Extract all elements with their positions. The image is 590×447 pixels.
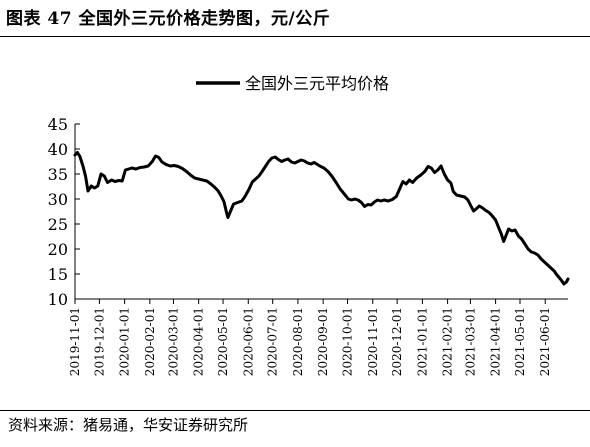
y-tick-label: 15 <box>48 265 68 284</box>
x-ticks: 2019-11-01 2019-12-01 2020-01-01 2020-02-01… <box>68 299 552 376</box>
legend: 全国外三元平均价格 <box>196 74 389 93</box>
x-tick-label: 2020-07-01 <box>266 307 280 376</box>
x-tick-label: 2021-01-01 <box>415 307 429 376</box>
y-ticks: 10 15 20 25 30 35 40 45 <box>48 115 80 309</box>
x-tick-label: 2020-05-01 <box>216 307 230 376</box>
y-tick-label: 45 <box>48 115 68 134</box>
source-note: 资料来源：猪易通，华安证券研究所 <box>8 416 249 434</box>
legend-label: 全国外三元平均价格 <box>245 74 389 93</box>
x-tick-label: 2021-04-01 <box>489 307 503 376</box>
x-tick-label: 2020-12-01 <box>390 307 404 376</box>
x-tick-label: 2019-12-01 <box>92 307 106 376</box>
x-tick-label: 2019-11-01 <box>68 307 82 376</box>
y-tick-label: 25 <box>48 215 68 234</box>
y-tick-label: 40 <box>48 140 68 159</box>
x-tick-label: 2021-02-01 <box>441 307 455 376</box>
series-line-national-price <box>73 151 570 286</box>
y-tick-label: 35 <box>48 165 68 184</box>
x-tick-label: 2021-06-01 <box>538 307 552 376</box>
x-tick-label: 2020-08-01 <box>291 307 305 376</box>
x-tick-label: 2020-10-01 <box>341 307 355 376</box>
x-tick-label: 2020-09-01 <box>316 307 330 376</box>
x-tick-label: 2020-06-01 <box>241 307 255 376</box>
title-divider <box>0 36 590 37</box>
source-divider <box>0 410 590 411</box>
x-tick-label: 2020-04-01 <box>192 307 206 376</box>
x-tick-label: 2020-11-01 <box>366 307 380 376</box>
x-tick-label: 2020-01-01 <box>118 307 132 376</box>
x-tick-label: 2020-02-01 <box>143 307 157 376</box>
x-tick-label: 2020-03-01 <box>166 307 180 376</box>
y-tick-label: 10 <box>48 290 68 309</box>
x-tick-label: 2021-03-01 <box>463 307 477 376</box>
y-tick-label: 20 <box>48 240 68 259</box>
x-tick-label: 2021-05-01 <box>513 307 527 376</box>
y-tick-label: 30 <box>48 190 68 209</box>
page-title: 图表 47 全国外三元价格走势图，元/公斤 <box>6 9 331 29</box>
